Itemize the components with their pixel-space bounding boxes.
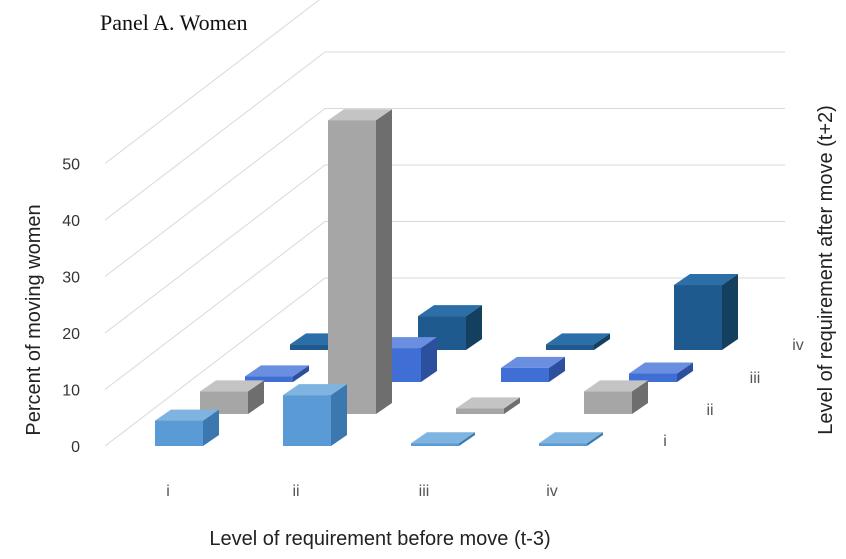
y-tick-label: 30: [62, 270, 80, 287]
gridline: [104, 51, 785, 221]
gridline: [104, 164, 785, 334]
bar-top: [155, 409, 219, 421]
bar-top: [245, 365, 309, 377]
bar-top: [328, 109, 392, 121]
depth-tick-label: iv: [792, 337, 804, 354]
bar: [283, 384, 347, 446]
bar-top: [456, 397, 520, 409]
bar-side: [632, 380, 648, 414]
x-tick-label: i: [166, 483, 170, 500]
bar-side: [549, 356, 565, 382]
bar-front: [546, 344, 594, 350]
bar-side: [594, 333, 610, 350]
gridline: [104, 277, 785, 447]
bar: [155, 409, 219, 446]
bar-front: [674, 285, 722, 350]
bar-front: [283, 395, 331, 446]
bar-side: [587, 432, 603, 446]
gridline: [104, 0, 320, 164]
bar-top: [501, 356, 565, 368]
bar-side: [331, 384, 347, 446]
y-tick-label: 50: [62, 157, 80, 174]
bar: [456, 397, 520, 414]
gridlines: [104, 0, 785, 447]
bars: [155, 109, 738, 446]
bar: [546, 333, 610, 350]
bar-front: [200, 391, 248, 414]
x-tick-label: ii: [292, 483, 299, 500]
x-axis-title: Level of requirement before move (t-3): [209, 528, 550, 550]
bar-top: [539, 432, 603, 444]
bar: [629, 362, 693, 382]
bar-top: [674, 274, 738, 285]
bar-side: [722, 274, 738, 350]
bar: [674, 274, 738, 350]
bar-front: [290, 344, 338, 350]
bar: [200, 380, 264, 414]
bar: [584, 380, 648, 414]
gridline: [104, 221, 785, 390]
y-axis-title: Percent of moving women: [23, 204, 45, 435]
bar-front: [629, 373, 677, 382]
bar-side: [459, 432, 475, 446]
bar-front: [501, 367, 549, 382]
depth-tick-label: i: [663, 433, 667, 450]
bar: [328, 109, 392, 414]
depth-tick-label: ii: [706, 402, 713, 419]
bar-top: [546, 333, 610, 345]
bar-front: [155, 420, 203, 446]
bar-top: [418, 305, 482, 317]
y-tick-label: 10: [62, 383, 80, 400]
bar-side: [248, 380, 264, 414]
gridline: [104, 108, 785, 277]
bar: [539, 432, 603, 446]
bar-front: [584, 391, 632, 414]
bar-front: [411, 443, 459, 446]
bar-side: [677, 362, 693, 382]
y-tick-label: 20: [62, 326, 80, 343]
depth-tick-label: iii: [750, 370, 761, 387]
bar-side: [376, 109, 392, 414]
bar-top: [200, 380, 264, 392]
x-tick-label: iv: [546, 483, 558, 500]
bar-top: [629, 362, 693, 374]
y-tick-label: 40: [62, 213, 80, 230]
bar-front: [456, 408, 504, 414]
bar-side: [504, 397, 520, 414]
bar: [418, 305, 482, 350]
bar-top: [584, 380, 648, 392]
depth-axis-title: Level of requirement after move (t+2): [815, 105, 837, 435]
bar-side: [421, 337, 437, 382]
bar-top: [283, 384, 347, 396]
x-tick-label: iii: [419, 483, 430, 500]
bar-side: [203, 409, 219, 446]
bar: [245, 365, 309, 382]
bar-front: [539, 443, 587, 446]
y-tick-label: 0: [71, 439, 80, 456]
bar-front: [245, 376, 293, 382]
bar-side: [466, 305, 482, 350]
bar-top: [411, 432, 475, 444]
bar: [411, 432, 475, 446]
bar-front: [328, 120, 376, 414]
chart-title: Panel A. Women: [100, 10, 248, 35]
bar: [501, 356, 565, 382]
bar-side: [293, 365, 309, 382]
